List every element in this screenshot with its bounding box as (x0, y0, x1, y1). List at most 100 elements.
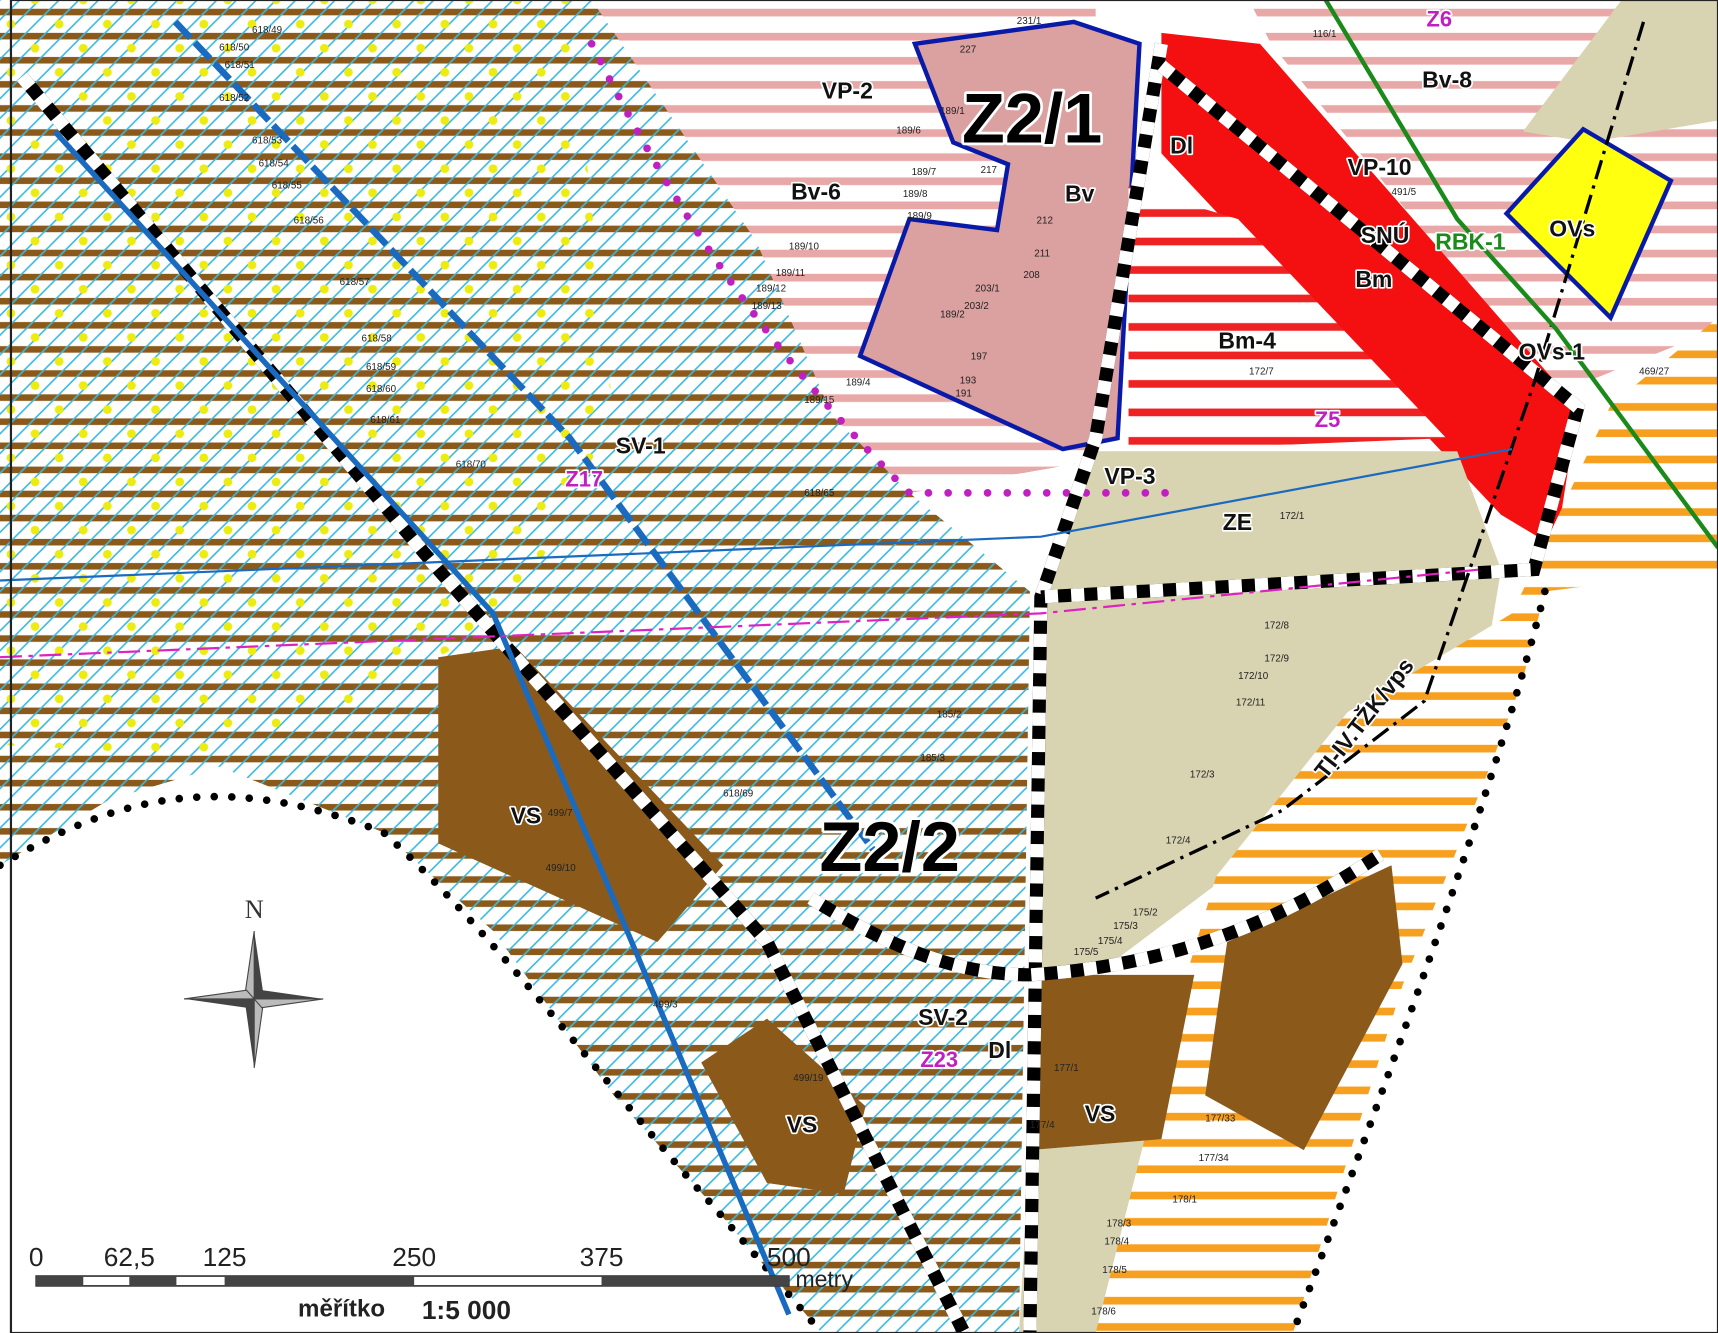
parcel-number: 618/65 (804, 488, 835, 499)
parcel-number: 618/70 (456, 460, 487, 471)
parcel-number: 178/5 (1102, 1265, 1127, 1276)
zone-label: Bm-4 (1218, 327, 1276, 353)
parcel-number: 175/3 (1113, 921, 1138, 932)
parcel-number: 197 (971, 351, 987, 362)
zone-label: VP-2 (822, 78, 873, 104)
parcel-number: 211 (1034, 248, 1050, 259)
parcel-number: 618/54 (259, 158, 290, 169)
parcel-number: 227 (960, 45, 976, 56)
parcel-number: 177/34 (1199, 1153, 1230, 1164)
zone-label: Z23 (920, 1047, 958, 1072)
zone-label: OVs-1 (1519, 338, 1586, 364)
parcel-number: 217 (981, 165, 997, 176)
parcel-number: 618/53 (252, 135, 283, 146)
parcel-number: 618/69 (723, 788, 754, 799)
parcel-number: 172/11 (1236, 697, 1265, 708)
parcel-number: 618/52 (219, 93, 249, 104)
parcel-number: 618/55 (272, 180, 303, 191)
parcel-number: 189/6 (896, 126, 921, 137)
zone-label: Dl (988, 1037, 1011, 1063)
zone-label: Bm (1355, 266, 1392, 292)
zone-label: VS (1085, 1101, 1116, 1127)
parcel-number: 178/3 (1107, 1219, 1132, 1230)
parcel-number: 189/2 (940, 310, 965, 321)
scale-label: 62,5 (104, 1242, 155, 1272)
parcel-number: 172/9 (1264, 654, 1289, 665)
zone-label: VS (787, 1112, 818, 1138)
parcel-number: 116/1 (1313, 29, 1337, 40)
zone-label: SV-1 (616, 432, 666, 458)
parcel-number: 189/11 (776, 268, 805, 279)
parcel-number: 618/57 (340, 277, 370, 288)
parcel-number: 499/3 (653, 1000, 678, 1011)
zone-label: Z2/1 (962, 79, 1102, 157)
parcel-number: 618/61 (370, 415, 400, 426)
parcel-number: 175/4 (1098, 936, 1123, 947)
parcel-number: 185/3 (920, 753, 945, 764)
parcel-number: 618/51 (225, 60, 255, 71)
scale-label: 500 (767, 1242, 811, 1272)
zone-label: VP-10 (1348, 154, 1412, 180)
parcel-number: 178/6 (1091, 1306, 1116, 1317)
scale-caption: měřítko (298, 1296, 385, 1323)
parcel-number: 189/13 (752, 301, 783, 312)
zone-label: Bv-6 (791, 178, 841, 204)
parcel-number: 203/2 (964, 301, 989, 312)
parcel-number: 189/12 (756, 283, 786, 294)
zone-label: SNÚ (1361, 221, 1410, 248)
parcel-number: 185/2 (937, 709, 962, 720)
zone-label: Z6 (1427, 6, 1453, 31)
parcel-number: 177/1 (1054, 1063, 1079, 1074)
parcel-number: 177/33 (1205, 1114, 1236, 1125)
scale-label: 0 (29, 1242, 44, 1272)
parcel-number: 203/1 (975, 283, 1000, 294)
parcel-number: 172/1 (1280, 511, 1305, 522)
scale-unit: metry (795, 1266, 853, 1292)
parcel-number: 618/49 (252, 25, 283, 36)
zone-label: VP-3 (1104, 463, 1155, 489)
parcel-number: 212 (1036, 215, 1052, 226)
parcel-number: 172/7 (1249, 367, 1274, 378)
parcel-number: 618/58 (362, 334, 393, 345)
zone-label: ZE (1223, 509, 1252, 535)
parcel-number: 469/27 (1639, 367, 1669, 378)
parcel-number: 499/7 (548, 808, 573, 819)
parcel-number: 231/1 (1017, 16, 1042, 27)
parcel-number: 191 (955, 389, 971, 400)
parcel-number: 491/5 (1391, 187, 1416, 198)
zone-label: Z5 (1315, 407, 1341, 432)
zone-label: Z2/2 (820, 808, 960, 886)
scale-label: 125 (203, 1242, 247, 1272)
parcel-number: 189/15 (804, 395, 835, 406)
parcel-number: 189/7 (912, 167, 937, 178)
parcel-number: 499/19 (793, 1073, 824, 1084)
zone-label: SV-2 (918, 1004, 968, 1030)
parcel-number: 618/59 (366, 362, 397, 373)
scale-bar: 0 62,5 125 250 375 500 metry měřítko 1:5… (29, 1242, 854, 1325)
zone-label: Dl (1170, 132, 1193, 158)
scale-ratio: 1:5 000 (422, 1295, 511, 1325)
north-label: N (245, 895, 264, 924)
parcel-number: 189/8 (903, 189, 928, 200)
parcel-number: 178/4 (1104, 1236, 1129, 1247)
scale-label: 250 (392, 1242, 436, 1272)
parcel-number: 618/56 (294, 215, 325, 226)
parcel-number: 172/8 (1264, 621, 1289, 632)
parcel-number: 172/3 (1190, 770, 1215, 781)
parcel-number: 177/4 (1030, 1120, 1055, 1131)
parcel-number: 189/10 (789, 242, 820, 253)
zone-label: OVs (1549, 216, 1595, 242)
parcel-number: 178/1 (1172, 1195, 1197, 1206)
parcel-number: 193 (960, 375, 977, 386)
zone-label: Z17 (565, 466, 603, 491)
parcel-number: 208 (1023, 270, 1040, 281)
parcel-number: 172/10 (1238, 671, 1269, 682)
scale-label: 375 (580, 1242, 624, 1272)
parcel-number: 175/5 (1074, 947, 1099, 958)
parcel-number: 175/2 (1133, 908, 1158, 919)
zone-label: VS (511, 803, 542, 829)
